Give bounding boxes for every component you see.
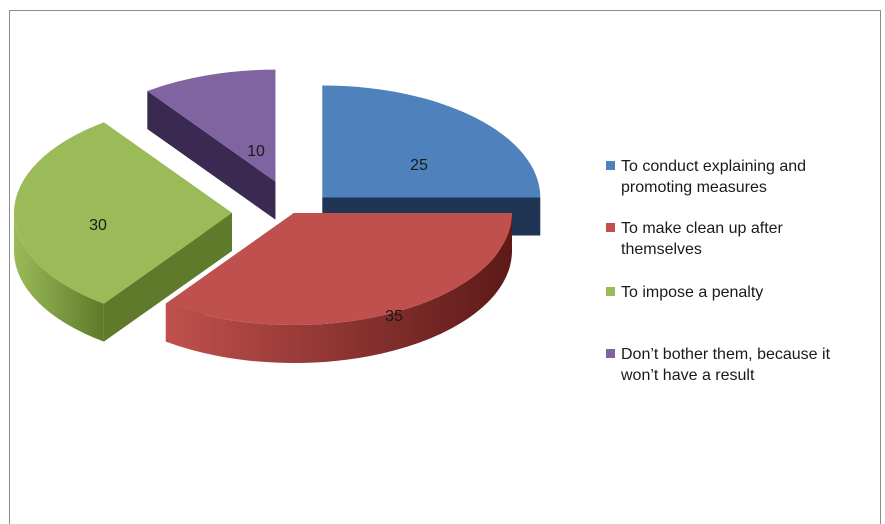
- slice-clean-up: [165, 213, 513, 325]
- slice-cut-face: [103, 213, 232, 342]
- legend-swatch: [606, 349, 615, 358]
- legend-swatch: [606, 161, 615, 170]
- slice-cut-face: [147, 91, 276, 220]
- legend-label: To impose a penalty: [621, 284, 764, 301]
- legend-item-dont-bother: Don’t bother them, because it won’t have…: [606, 344, 856, 386]
- data-label-penalty: 30: [89, 217, 107, 234]
- slice-outer-wall: [14, 213, 104, 342]
- slice-penalty: [13, 122, 232, 304]
- legend-label: To make clean up after themselves: [621, 220, 783, 258]
- slice-explaining: [322, 85, 541, 198]
- legend-item-clean-up: To make clean up after themselves: [606, 218, 856, 260]
- slice-outer-wall: [165, 213, 513, 363]
- legend-label: To conduct explaining and promoting meas…: [621, 158, 807, 196]
- slice-dont-bother: [147, 69, 276, 182]
- slice-side-dont-bother: [147, 91, 276, 220]
- pie-labels: 25 35 30 10: [89, 143, 428, 325]
- data-label-dont-bother: 10: [247, 143, 265, 160]
- legend-swatch: [606, 223, 615, 232]
- data-label-clean-up: 35: [385, 308, 403, 325]
- pie-tops: [13, 69, 541, 325]
- legend-label: Don’t bother them, because it won’t have…: [621, 346, 831, 384]
- data-label-explaining: 25: [410, 157, 428, 174]
- legend-swatch: [606, 287, 615, 296]
- legend-item-explaining: To conduct explaining and promoting meas…: [606, 156, 856, 198]
- legend-item-penalty: To impose a penalty: [606, 282, 856, 303]
